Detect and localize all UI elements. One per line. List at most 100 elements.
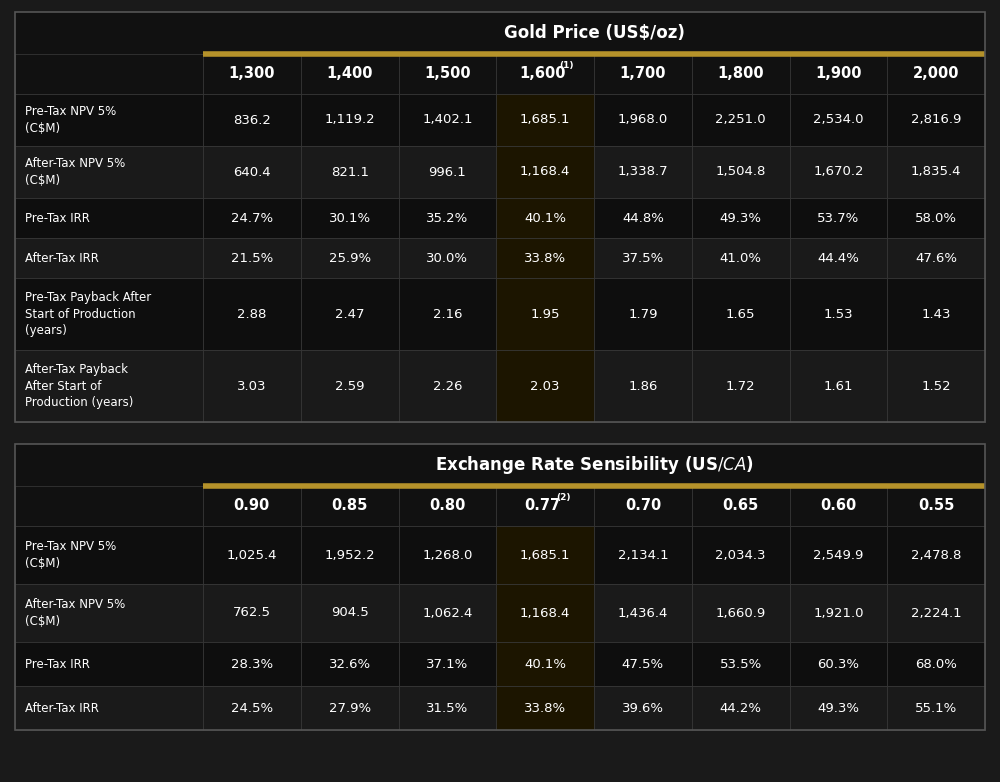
Text: 2,034.3: 2,034.3 bbox=[715, 548, 766, 561]
Text: 58.0%: 58.0% bbox=[915, 211, 957, 224]
Bar bbox=[15, 238, 203, 278]
Text: 40.1%: 40.1% bbox=[524, 658, 566, 670]
Text: Pre-Tax NPV 5%
(C$M): Pre-Tax NPV 5% (C$M) bbox=[25, 540, 116, 570]
Bar bbox=[496, 350, 594, 422]
Text: 60.3%: 60.3% bbox=[817, 658, 859, 670]
Text: 1,660.9: 1,660.9 bbox=[716, 607, 766, 619]
Bar bbox=[790, 198, 887, 238]
Bar bbox=[203, 486, 301, 526]
Bar bbox=[887, 350, 985, 422]
Text: 0.77: 0.77 bbox=[524, 498, 560, 514]
Bar bbox=[594, 238, 692, 278]
Bar bbox=[203, 350, 301, 422]
Bar bbox=[790, 94, 887, 146]
Text: 1,436.4: 1,436.4 bbox=[618, 607, 668, 619]
Bar bbox=[790, 642, 887, 686]
Text: 1.79: 1.79 bbox=[628, 307, 658, 321]
Text: 1,600: 1,600 bbox=[519, 66, 565, 81]
Bar bbox=[398, 238, 496, 278]
Text: 1,168.4: 1,168.4 bbox=[520, 607, 570, 619]
Text: (2): (2) bbox=[556, 493, 571, 502]
Bar bbox=[301, 526, 398, 584]
Text: 37.1%: 37.1% bbox=[426, 658, 468, 670]
Bar bbox=[594, 54, 692, 94]
Bar bbox=[692, 686, 790, 730]
Bar bbox=[692, 350, 790, 422]
Text: 1,900: 1,900 bbox=[815, 66, 862, 81]
Text: (1): (1) bbox=[560, 61, 574, 70]
Bar bbox=[15, 642, 203, 686]
Text: 1,921.0: 1,921.0 bbox=[813, 607, 864, 619]
Text: 2.26: 2.26 bbox=[433, 379, 462, 393]
Text: 0.90: 0.90 bbox=[234, 498, 270, 514]
Text: 44.2%: 44.2% bbox=[720, 701, 762, 715]
Bar bbox=[790, 686, 887, 730]
Bar bbox=[301, 54, 398, 94]
Bar bbox=[15, 350, 203, 422]
Bar bbox=[301, 350, 398, 422]
Text: 836.2: 836.2 bbox=[233, 113, 271, 127]
Text: 27.9%: 27.9% bbox=[329, 701, 371, 715]
Bar bbox=[203, 584, 301, 642]
Bar bbox=[203, 444, 985, 486]
Text: 1,685.1: 1,685.1 bbox=[520, 548, 570, 561]
Text: Pre-Tax Payback After
Start of Production
(years): Pre-Tax Payback After Start of Productio… bbox=[25, 291, 151, 337]
Text: 21.5%: 21.5% bbox=[231, 252, 273, 264]
Text: 1.52: 1.52 bbox=[921, 379, 951, 393]
Bar bbox=[594, 642, 692, 686]
Text: 1,504.8: 1,504.8 bbox=[715, 166, 766, 178]
Bar bbox=[496, 238, 594, 278]
Bar bbox=[301, 278, 398, 350]
Text: 1,835.4: 1,835.4 bbox=[911, 166, 961, 178]
Text: After-Tax IRR: After-Tax IRR bbox=[25, 701, 99, 715]
Bar bbox=[594, 526, 692, 584]
Bar bbox=[887, 642, 985, 686]
Text: 41.0%: 41.0% bbox=[720, 252, 762, 264]
Bar bbox=[203, 238, 301, 278]
Text: 68.0%: 68.0% bbox=[915, 658, 957, 670]
Bar bbox=[692, 238, 790, 278]
Text: 1,700: 1,700 bbox=[620, 66, 666, 81]
Text: 0.55: 0.55 bbox=[918, 498, 954, 514]
Text: 1.53: 1.53 bbox=[824, 307, 853, 321]
Bar bbox=[594, 350, 692, 422]
Text: 2,000: 2,000 bbox=[913, 66, 959, 81]
Bar bbox=[15, 12, 985, 422]
Bar bbox=[301, 146, 398, 198]
Text: After-Tax Payback
After Start of
Production (years): After-Tax Payback After Start of Product… bbox=[25, 363, 133, 409]
Bar bbox=[496, 486, 594, 526]
Text: 37.5%: 37.5% bbox=[622, 252, 664, 264]
Bar bbox=[692, 146, 790, 198]
Bar bbox=[15, 94, 203, 146]
Text: 24.5%: 24.5% bbox=[231, 701, 273, 715]
Bar bbox=[887, 238, 985, 278]
Bar bbox=[790, 146, 887, 198]
Bar bbox=[887, 94, 985, 146]
Bar bbox=[203, 54, 301, 94]
Text: 0.65: 0.65 bbox=[722, 498, 759, 514]
Text: 1,168.4: 1,168.4 bbox=[520, 166, 570, 178]
Bar bbox=[692, 278, 790, 350]
Text: 1.65: 1.65 bbox=[726, 307, 755, 321]
Bar bbox=[496, 94, 594, 146]
Text: 1.86: 1.86 bbox=[628, 379, 658, 393]
Bar bbox=[301, 686, 398, 730]
Bar bbox=[496, 686, 594, 730]
Text: 39.6%: 39.6% bbox=[622, 701, 664, 715]
Text: 1,062.4: 1,062.4 bbox=[422, 607, 473, 619]
Bar bbox=[398, 198, 496, 238]
Bar bbox=[15, 584, 203, 642]
Bar bbox=[301, 94, 398, 146]
Bar bbox=[692, 642, 790, 686]
Bar bbox=[398, 94, 496, 146]
Bar bbox=[203, 526, 301, 584]
Bar bbox=[594, 146, 692, 198]
Bar bbox=[496, 54, 594, 94]
Text: 996.1: 996.1 bbox=[428, 166, 466, 178]
Bar bbox=[790, 350, 887, 422]
Bar bbox=[203, 686, 301, 730]
Bar bbox=[203, 146, 301, 198]
Bar bbox=[594, 584, 692, 642]
Text: 904.5: 904.5 bbox=[331, 607, 368, 619]
Text: 762.5: 762.5 bbox=[233, 607, 271, 619]
